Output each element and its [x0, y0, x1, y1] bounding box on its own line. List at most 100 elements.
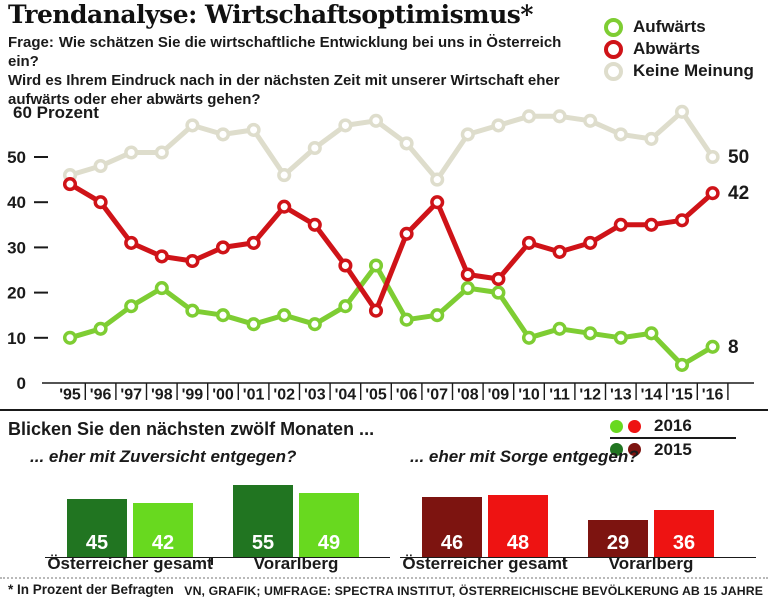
series-abwaerts-point	[705, 186, 720, 201]
series-keine-meinung-point	[613, 127, 628, 142]
series-aufwaerts-point	[521, 330, 537, 345]
series-keine-meinung-point	[124, 145, 139, 160]
series-aufwaerts-point	[583, 326, 598, 341]
series-keine-meinung-point	[338, 118, 353, 133]
line-chart-legend: Aufwärts Abwärts Keine Meinung	[604, 16, 754, 82]
y-axis-tick-label: 20	[7, 284, 26, 303]
x-axis-tick-label: '05	[365, 387, 387, 404]
series-abwaerts-point	[430, 195, 445, 210]
x-axis-tick-label: '03	[304, 387, 326, 404]
sorge-bars: 46 48 29 36	[400, 468, 756, 558]
series-keine-meinung-point	[246, 122, 261, 137]
series-keine-meinung-point	[552, 109, 567, 124]
series-aufwaerts-point	[246, 317, 261, 332]
bar-group-label: Österreicher gesamt	[402, 554, 568, 573]
bar-value-label: 49	[317, 532, 341, 554]
baseline-tick	[211, 557, 213, 565]
series-abwaerts-point	[583, 235, 598, 250]
y-axis-tick-label: 40	[7, 193, 26, 212]
x-axis-tick-label: '01	[243, 387, 265, 404]
bar-2015-vorarlberg: 55	[233, 485, 293, 558]
series-abwaerts-point	[674, 213, 690, 228]
bar-2015-vorarlberg: 29	[588, 520, 648, 558]
bar-2015-gesamt: 46	[422, 497, 482, 558]
bar-chart-legend: 2016 2015	[610, 416, 736, 460]
question-line-3: aufwärts oder eher abwärts gehen?	[8, 91, 261, 108]
series-keine-meinung-point	[154, 145, 169, 160]
series-abwaerts-point	[124, 235, 139, 250]
question-line-1: Frage: Wie schätzen Sie die wirtschaftlic…	[8, 34, 562, 70]
legend-divider	[610, 437, 736, 439]
series-aufwaerts-point	[552, 321, 567, 336]
series-abwaerts-point	[307, 217, 322, 232]
series-abwaerts-point	[644, 217, 659, 232]
x-axis-tick-label: '95	[59, 387, 81, 404]
x-axis-tick-label: '08	[457, 387, 479, 404]
legend-item-aufwaerts: Aufwärts	[604, 16, 754, 38]
series-keine-meinung-point	[674, 104, 690, 119]
series-abwaerts-point	[552, 244, 567, 259]
trend-line-chart: 0 10 20 30 40 50 60 Prozent '95 '96 '97 '98 '99 '00 '…	[7, 103, 754, 404]
series-abwaerts-end-label: 42	[728, 183, 749, 204]
bar-group-label: Vorarlberg	[253, 554, 339, 573]
series-aufwaerts-point	[124, 299, 139, 314]
legend-item-abwaerts: Abwärts	[604, 38, 754, 60]
series-keine-meinung-point	[185, 118, 200, 133]
x-axis-tick-label: '02	[273, 387, 295, 404]
x-axis-tick-label: '06	[396, 387, 418, 404]
series-aufwaerts-point	[674, 357, 690, 372]
green-2015-dot-icon	[610, 443, 623, 456]
series-aufwaerts-point	[338, 299, 353, 314]
y-axis-top-label: 60 Prozent	[13, 103, 99, 122]
bar-2015-gesamt: 45	[67, 499, 127, 558]
x-axis-tick-label: '04	[335, 387, 357, 404]
sorge-baseline	[400, 556, 756, 558]
series-aufwaerts-point	[613, 330, 628, 345]
abwaerts-ring-icon	[604, 39, 623, 59]
series-keine-meinung-point	[705, 149, 720, 165]
series-keine-meinung-point	[215, 127, 231, 142]
bar-value-label: 36	[672, 532, 696, 554]
series-keine-meinung-line	[67, 109, 716, 183]
series-keine-meinung-point	[491, 118, 506, 133]
series-abwaerts-line	[67, 181, 716, 314]
y-axis-tick-label: 0	[17, 374, 26, 393]
series-keine-meinung-end-label: 50	[728, 147, 749, 168]
series-keine-meinung-point	[307, 140, 322, 156]
series-abwaerts-point	[521, 235, 537, 250]
series-abwaerts-point	[491, 271, 506, 287]
x-axis-tick-label: '09	[488, 387, 510, 404]
series-aufwaerts-end-label: 8	[728, 337, 739, 358]
series-keine-meinung-point	[583, 113, 598, 128]
series-aufwaerts-point	[307, 317, 322, 332]
x-axis-tick-label: '14	[641, 387, 663, 404]
x-axis-tick-label: '00	[212, 387, 234, 404]
x-axis-tick-label: '13	[610, 387, 632, 404]
x-axis-tick-label: '98	[151, 387, 173, 404]
series-keine-meinung-point	[430, 172, 445, 187]
bottom-section-heading: Blicken Sie den nächsten zwölf Monaten .…	[8, 419, 375, 439]
series-keine-meinung-point	[644, 131, 659, 146]
bar-value-label: 45	[85, 532, 109, 554]
bar-2016-gesamt: 42	[133, 503, 193, 558]
series-abwaerts-point	[399, 226, 414, 241]
red-2016-dot-icon	[628, 419, 641, 433]
series-abwaerts-point	[277, 199, 292, 214]
x-axis-tick-label: '16	[702, 387, 724, 404]
bar-2016-vorarlberg: 49	[299, 493, 359, 558]
zuversicht-baseline	[45, 556, 390, 558]
series-keine-meinung-point	[399, 136, 414, 151]
green-2016-dot-icon	[610, 419, 623, 433]
bar-value-label: 55	[251, 532, 275, 554]
y-axis-tick-label: 10	[7, 329, 26, 348]
zuversicht-question: ... eher mit Zuversicht entgegen?	[30, 447, 297, 466]
sorge-bar-chart: 46 48 29 36 Österreicher gesamt Vorarlberg	[400, 468, 756, 578]
bar-2016-vorarlberg: 36	[654, 510, 714, 558]
series-aufwaerts-point	[460, 281, 475, 296]
series-abwaerts-point	[338, 258, 353, 273]
series-aufwaerts-point	[93, 321, 108, 336]
question-line-2: Wird es Ihrem Eindruck nach in der nächs…	[8, 72, 560, 89]
series-aufwaerts-point	[215, 308, 231, 323]
legend-item-keine-meinung: Keine Meinung	[604, 60, 754, 82]
